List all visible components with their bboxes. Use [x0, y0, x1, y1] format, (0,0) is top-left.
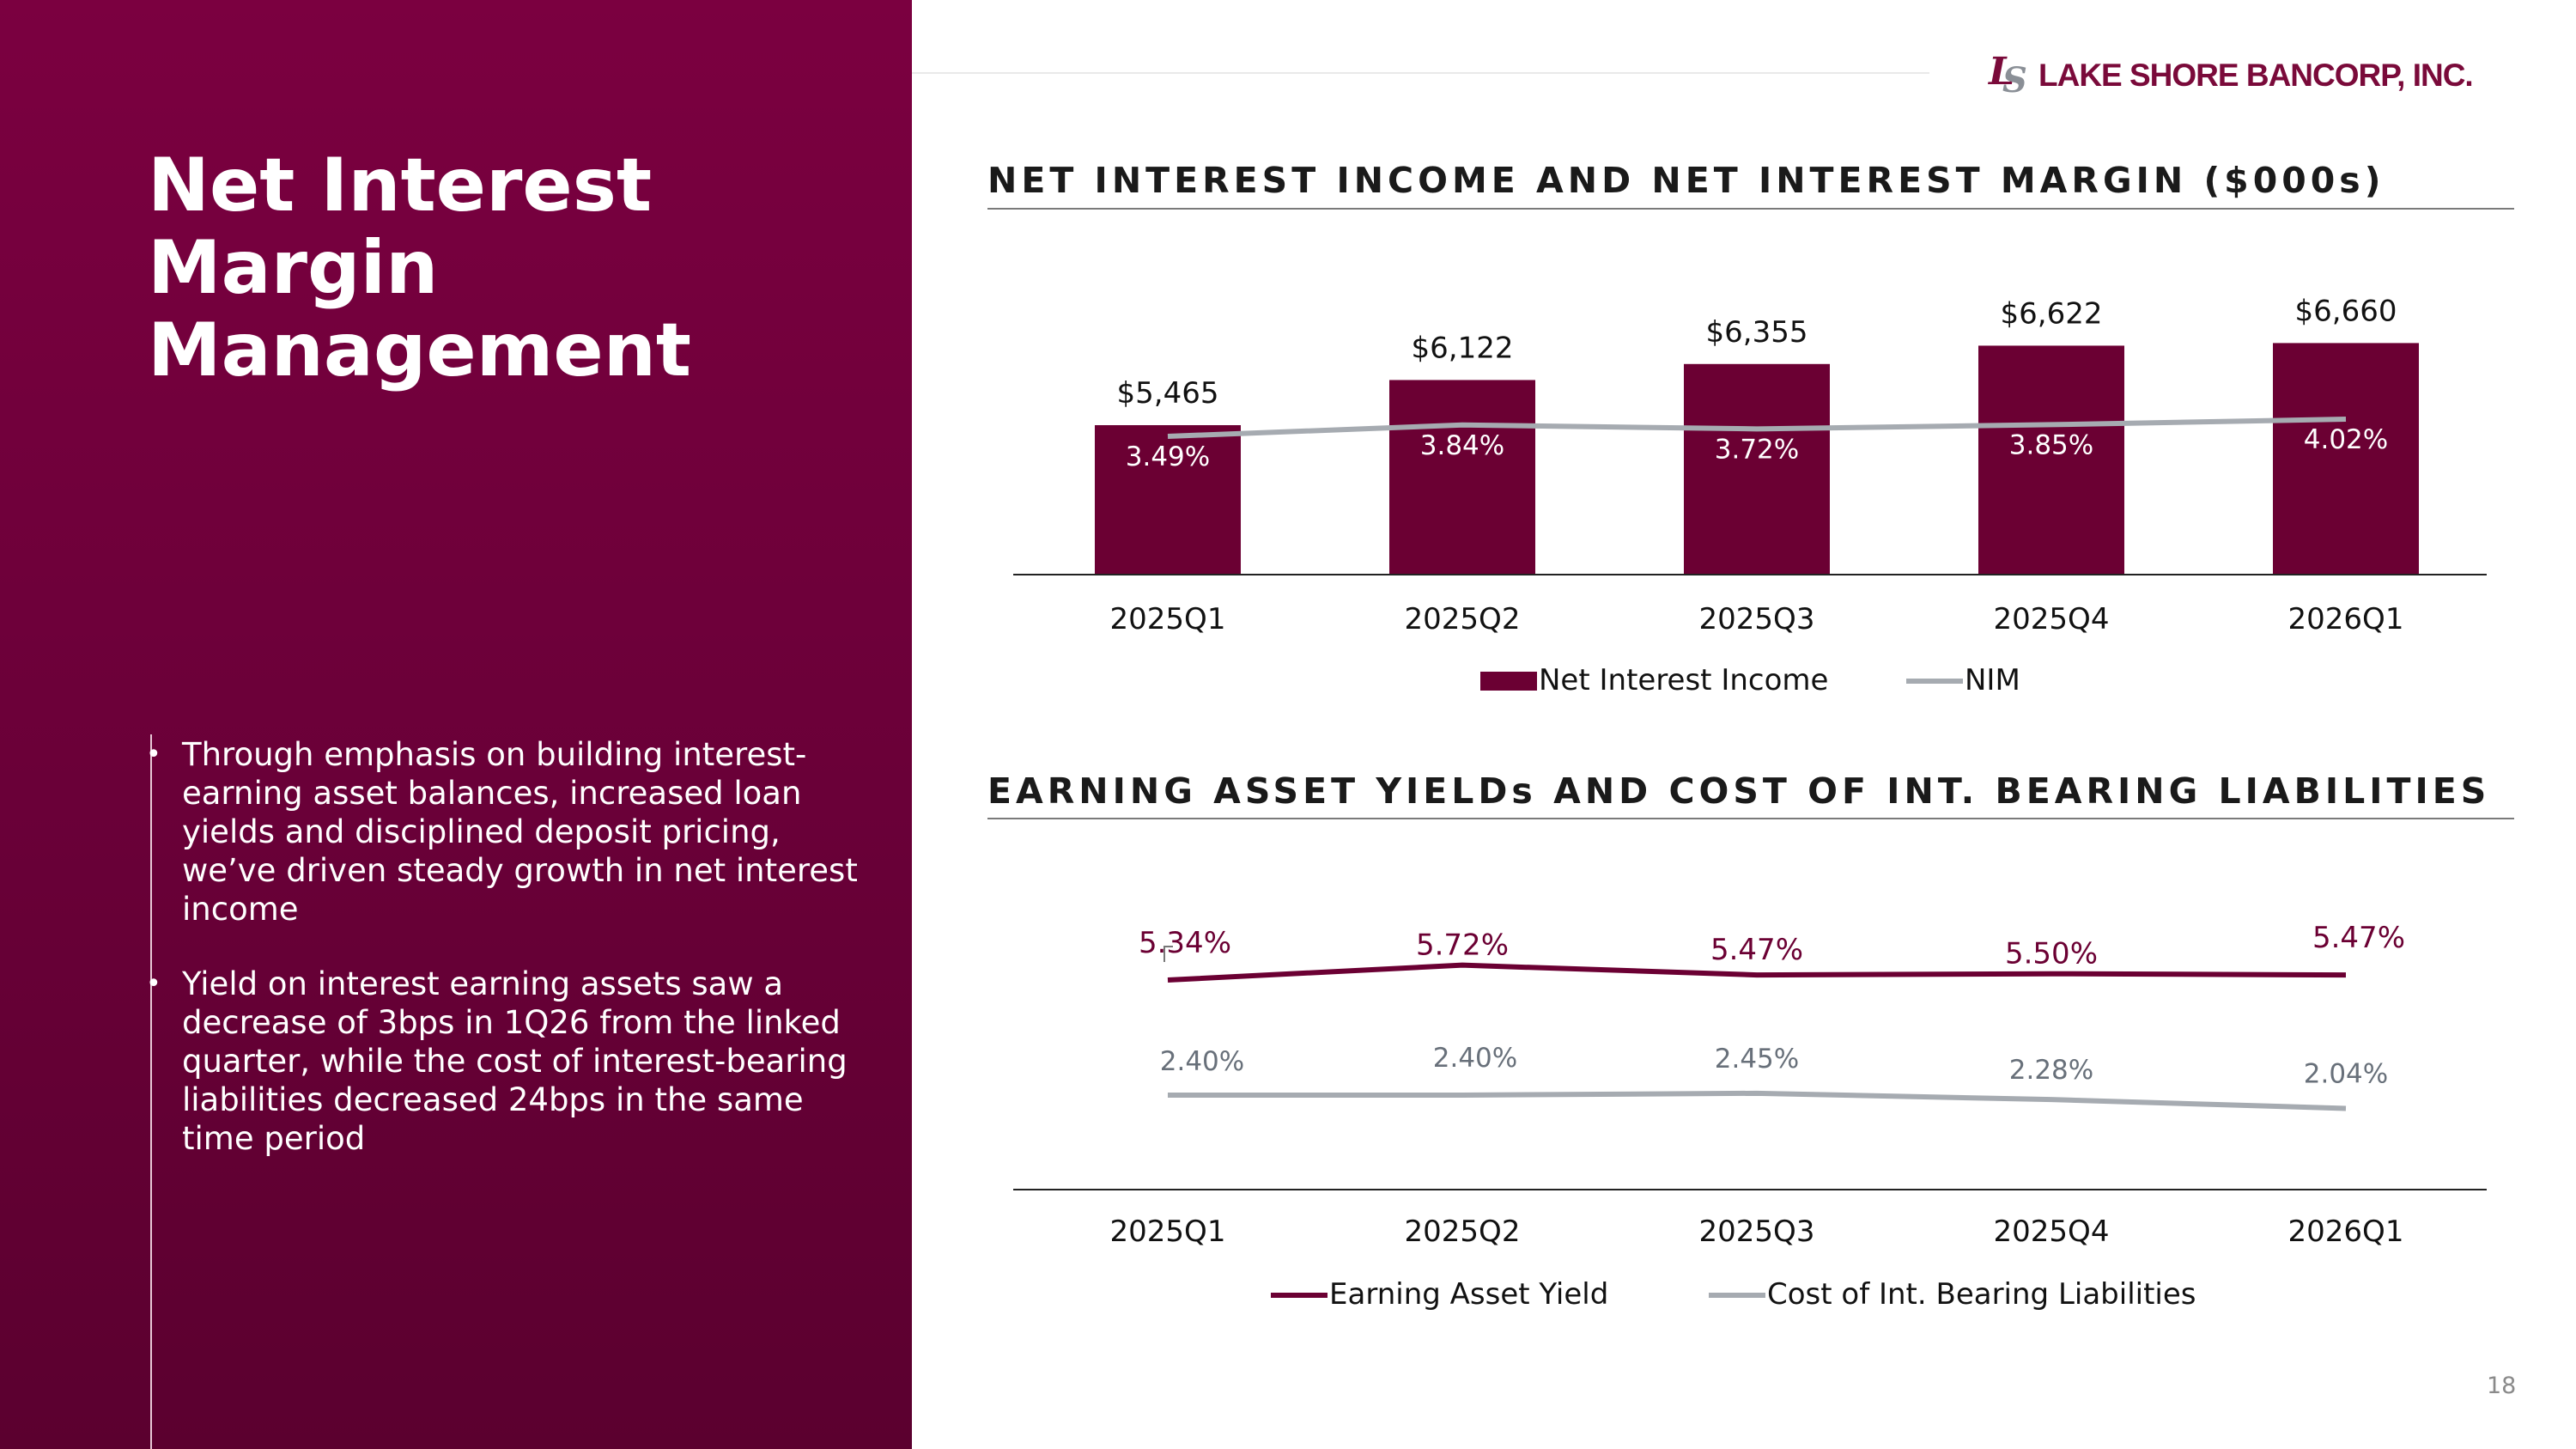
bar-value-label: $6,622: [2001, 296, 2103, 331]
cost-data-label: 2.45%: [1715, 1044, 1799, 1075]
x-tick-label: 2025Q3: [1699, 602, 1815, 636]
x-tick-label: 2025Q4: [1994, 602, 2110, 636]
x-tick-label: 2025Q2: [1405, 602, 1521, 636]
logo-mark: L S: [1989, 50, 2030, 100]
legend-label-cost-of-liabilities: Cost of Int. Bearing Liabilities: [1767, 1277, 2196, 1312]
vertical-divider: [150, 734, 152, 1449]
bullet-list: • Through emphasis on building interest-…: [146, 735, 867, 1194]
earning-asset-yield-line: [1167, 962, 2347, 983]
bar-net-interest-income: [2273, 343, 2419, 575]
chart1-title: NET INTEREST INCOME AND NET INTEREST MAR…: [987, 160, 2385, 201]
logo-text: LAKE SHORE BANCORP, INC.: [2038, 58, 2474, 93]
chart2-title: EARNING ASSET YIELDs AND COST OF INT. BE…: [987, 770, 2491, 812]
chart1-title-rule: [987, 208, 2514, 210]
logo-mark-s: S: [2002, 60, 2027, 100]
bullet-item: • Through emphasis on building interest-…: [146, 735, 867, 928]
left-panel: Net Interest Margin Management • Through…: [0, 0, 912, 1449]
yield-cost-chart: 5.34% 5.72% 5.47% 5.50% 5.47% 2.40% 2.40% 2.45%…: [1013, 921, 2487, 1312]
x-tick-label: 2025Q4: [1994, 1215, 2110, 1249]
legend-label-earning-asset-yield: Earning Asset Yield: [1329, 1277, 1608, 1312]
bullet-dot: •: [146, 740, 161, 770]
nim-data-label: 3.85%: [2009, 429, 2093, 460]
nim-data-label: 3.49%: [1126, 441, 1210, 472]
bullet-text: Yield on interest earning assets saw a d…: [182, 965, 848, 1157]
yield-label-leader: [1163, 946, 1173, 962]
x-tick-label: 2025Q3: [1699, 1215, 1815, 1249]
x-tick-label: 2026Q1: [2288, 1215, 2404, 1249]
bar-net-interest-income: [1978, 345, 2124, 575]
bar-net-interest-income: [1095, 425, 1241, 575]
company-logo: L S LAKE SHORE BANCORP, INC.: [1989, 50, 2474, 101]
nim-data-label: 4.02%: [2304, 424, 2388, 455]
header-rule: [912, 72, 1929, 74]
x-tick-label: 2025Q2: [1405, 1215, 1521, 1249]
bar-value-label: $6,660: [2295, 294, 2397, 328]
slide-title: Net Interest Margin Management: [148, 143, 692, 393]
yield-data-label: 5.72%: [1416, 928, 1509, 963]
nim-data-label: 3.84%: [1420, 430, 1504, 461]
cost-data-label: 2.04%: [2304, 1058, 2388, 1089]
cost-data-label: 2.40%: [1160, 1046, 1244, 1077]
cost-data-label: 2.28%: [2009, 1055, 2093, 1086]
nii-nim-chart: $5,465 $6,122 $6,355 $6,622 $6,660 3.49% 3.84%…: [1013, 294, 2487, 697]
x-tick-label: 2026Q1: [2288, 602, 2404, 636]
bar-value-label: $5,465: [1117, 376, 1219, 411]
chart2-title-rule: [987, 818, 2514, 819]
yield-data-label: 5.34%: [1139, 926, 1231, 960]
bullet-text: Through emphasis on building interest-ea…: [182, 736, 858, 928]
x-tick-label: 2025Q1: [1110, 1215, 1226, 1249]
yield-data-label: 5.50%: [2005, 937, 2098, 971]
cost-data-label: 2.40%: [1433, 1043, 1517, 1074]
bar-value-label: $6,355: [1706, 315, 1808, 350]
bullet-item: • Yield on interest earning assets saw a…: [146, 965, 867, 1158]
nim-data-label: 3.72%: [1715, 434, 1799, 465]
bar-net-interest-income: [1389, 380, 1535, 575]
yield-data-label: 5.47%: [1710, 933, 1803, 967]
bar-value-label: $6,122: [1412, 331, 1514, 365]
page-number: 18: [2487, 1373, 2517, 1399]
nim-line: [1167, 417, 2347, 439]
legend-label-nim: NIM: [1965, 663, 2020, 697]
legend-swatch-net-interest-income: [1480, 672, 1537, 691]
logo-mark-l: L: [1989, 50, 2015, 94]
bar-net-interest-income: [1684, 363, 1830, 575]
cost-of-liabilities-line: [1168, 1090, 2347, 1111]
yield-data-label: 5.47%: [2312, 921, 2405, 955]
x-tick-label: 2025Q1: [1110, 602, 1226, 636]
legend-label-net-interest-income: Net Interest Income: [1539, 663, 1828, 697]
bullet-dot: •: [146, 969, 161, 999]
